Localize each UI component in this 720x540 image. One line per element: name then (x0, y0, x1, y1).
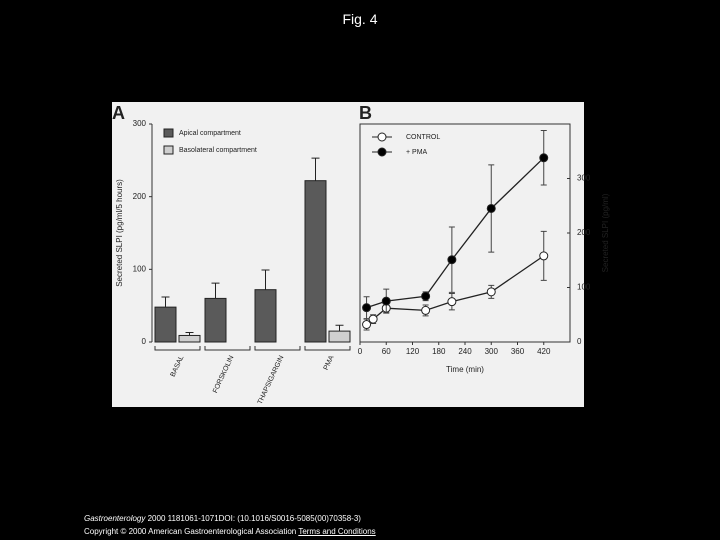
error-bar (311, 157, 320, 181)
legend-label: Apical compartment (179, 130, 241, 137)
point (368, 314, 378, 324)
x-tick-label: 240 (458, 347, 472, 356)
bar (204, 297, 227, 343)
legend-label: + PMA (406, 149, 428, 156)
error-bar (335, 324, 344, 332)
point (362, 320, 372, 330)
category-bracket (204, 346, 251, 351)
copyright: Copyright © 2000 American Gastroenterolo… (84, 527, 297, 536)
point (539, 251, 549, 261)
terms-link[interactable]: Terms and Conditions (298, 527, 376, 536)
y-axis-title: Secreted SLPI (pg/ml/5 hours) (115, 179, 124, 287)
y-tick-label: 100 (577, 283, 591, 292)
legend-marker (377, 147, 387, 157)
category-bracket (254, 346, 301, 351)
figure-background (112, 102, 584, 407)
bar (328, 330, 351, 343)
citation: 2000 1181061-1071DOI: (10.1016/S0016-508… (147, 514, 361, 523)
y-tick-label: 300 (133, 119, 147, 128)
point (381, 296, 391, 306)
point (486, 203, 496, 213)
y-tick-label: 100 (133, 264, 147, 273)
legend-label: Basolateral compartment (179, 147, 257, 154)
bar (154, 306, 177, 343)
caption-line: Copyright © 2000 American Gastroenterolo… (84, 527, 376, 536)
point (421, 305, 431, 315)
category-bracket (304, 346, 351, 351)
category-bracket (154, 346, 201, 351)
page-title: Fig. 4 (342, 11, 378, 27)
x-axis-title: Time (min) (446, 365, 484, 374)
point (447, 255, 457, 265)
legend-label: CONTROL (406, 134, 440, 141)
bar (178, 334, 201, 343)
y-tick-label: 200 (577, 228, 591, 237)
x-tick-label: 180 (432, 347, 446, 356)
x-tick-label: 120 (406, 347, 420, 356)
y-tick-label: 0 (577, 337, 582, 346)
panel-label: B (359, 103, 372, 123)
panel-label: A (112, 103, 125, 123)
x-tick-label: 60 (382, 347, 391, 356)
x-tick-label: 0 (358, 347, 363, 356)
legend-swatch (163, 128, 174, 138)
error-bar (211, 282, 220, 299)
bar (254, 289, 277, 343)
x-tick-label: 360 (511, 347, 525, 356)
bar (304, 180, 327, 343)
journal: Gastroenterology (84, 514, 146, 523)
point (447, 297, 457, 307)
point (486, 287, 496, 297)
legend-marker (377, 132, 387, 142)
x-tick-label: 300 (485, 347, 499, 356)
y-tick-label: 200 (133, 192, 147, 201)
error-bar (185, 332, 194, 336)
caption-line: Gastroenterology 2000 1181061-1071DOI: (… (84, 514, 361, 523)
point (539, 153, 549, 163)
error-bar (261, 269, 270, 290)
point (421, 291, 431, 301)
legend-swatch (163, 145, 174, 155)
error-bar (161, 296, 170, 308)
y-axis-title: Secreted SLPI (pg/ml) (601, 193, 610, 272)
x-tick-label: 420 (537, 347, 551, 356)
y-tick-label: 300 (577, 174, 591, 183)
point (362, 303, 372, 313)
y-tick-label: 0 (142, 337, 147, 346)
